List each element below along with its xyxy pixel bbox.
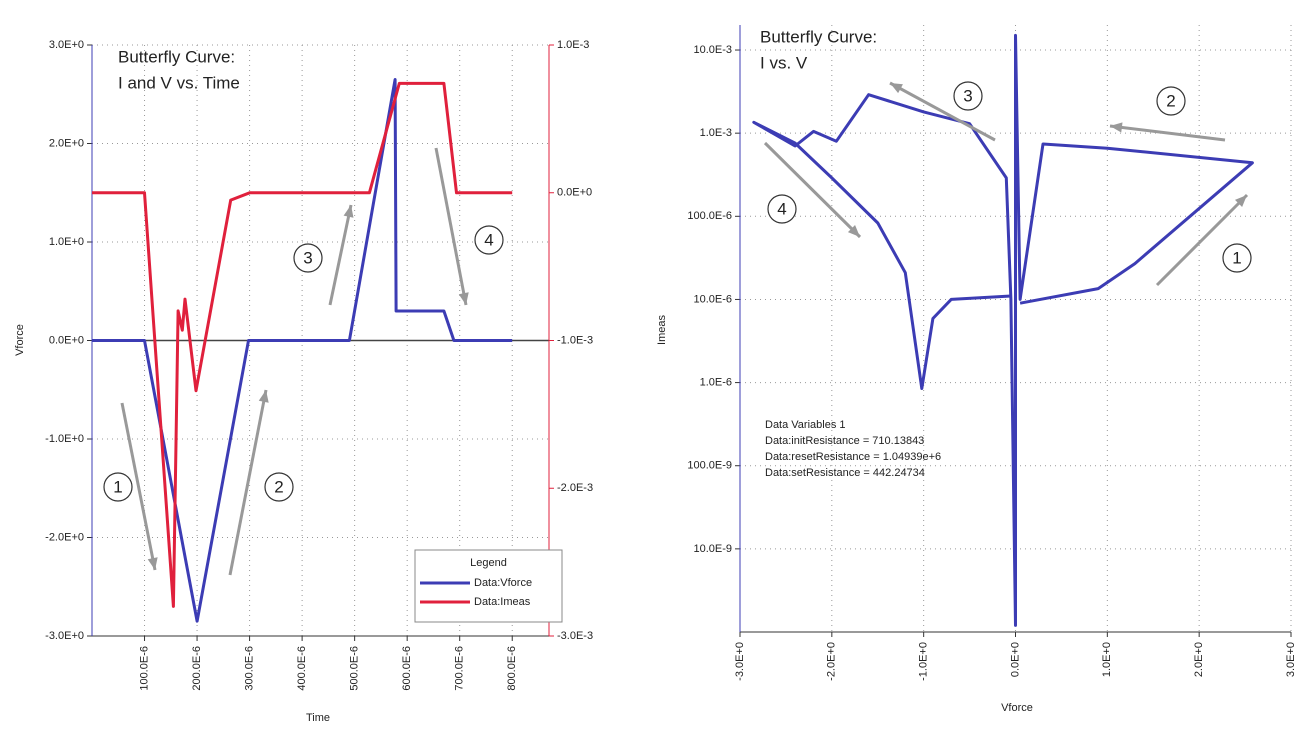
x-tick-label: 500.0E-6 [349, 646, 361, 691]
y-tick-label: 3.0E+0 [49, 39, 84, 51]
arrow-head [890, 83, 903, 94]
y-tick-label: 100.0E-9 [687, 460, 732, 472]
arrow [889, 81, 996, 142]
y-axis-label: Imeas [656, 315, 668, 345]
annotation: 1 [1232, 248, 1241, 267]
x-tick-label: 800.0E-6 [506, 646, 518, 691]
annotation-circle [103, 472, 133, 502]
annotation-circle [474, 225, 504, 255]
arrow [763, 141, 862, 239]
y2-tick-label: -2.0E-3 [557, 482, 593, 494]
y2-tick-label: 0.0E+0 [557, 187, 592, 199]
chart-subtitle: I vs. V [760, 53, 808, 72]
legend-label: Data:Vforce [474, 577, 532, 589]
annotation-circle [264, 472, 294, 502]
x-tick-label: 400.0E-6 [296, 646, 308, 691]
y-tick-label: -1.0E+0 [45, 433, 84, 445]
y-tick-label: -3.0E+0 [45, 630, 84, 642]
x-tick-label: -3.0E+0 [734, 642, 746, 681]
x-tick-label: 1.0E+0 [1101, 642, 1113, 677]
annotation: 4 [777, 199, 786, 218]
arrow-head [847, 224, 860, 237]
x-tick-label: 0.0E+0 [1009, 642, 1021, 677]
y-tick-label: -2.0E+0 [45, 531, 84, 543]
legend-box [414, 549, 563, 623]
legend-label: Data:Imeas [474, 596, 531, 608]
data-line [92, 81, 513, 608]
annotation: 3 [963, 86, 972, 105]
x-tick-label: 200.0E-6 [191, 646, 203, 691]
annotation-circle [767, 194, 797, 224]
arrow-head [258, 390, 269, 403]
legend-title: Legend [470, 557, 507, 569]
y-tick-label: 1.0E-3 [700, 127, 732, 139]
arrow-head [1110, 122, 1123, 133]
arrow [1155, 193, 1249, 287]
annotation-circle [953, 81, 983, 111]
x-tick-label: 600.0E-6 [401, 646, 413, 691]
x-tick-label: 2.0E+0 [1193, 642, 1205, 677]
info-text: Data:initResistance = 710.13843 [765, 435, 924, 447]
arrow [434, 147, 468, 306]
annotation: 2 [274, 477, 283, 496]
y-tick-label: 10.0E-9 [693, 543, 732, 555]
annotation-circle [1156, 86, 1186, 116]
y-axis-label: Vforce [14, 324, 26, 356]
x-tick-label: -1.0E+0 [918, 642, 930, 681]
annotation: 2 [1166, 91, 1175, 110]
annotation-circle [1222, 243, 1252, 273]
chart-subtitle: I and V vs. Time [118, 73, 240, 92]
annotation: 3 [303, 248, 312, 267]
y-tick-label: 10.0E-6 [693, 293, 732, 305]
info-text: Data Variables 1 [765, 419, 846, 431]
info-text: Data:resetResistance = 1.04939e+6 [765, 451, 941, 463]
annotation: 1 [113, 477, 122, 496]
y2-tick-label: -1.0E-3 [557, 334, 593, 346]
y-tick-label: 10.0E-3 [693, 44, 732, 56]
arrow-head [458, 292, 469, 305]
annotation-circle [293, 243, 323, 273]
y-tick-label: 100.0E-6 [687, 210, 732, 222]
x-tick-label: 300.0E-6 [243, 646, 255, 691]
x-tick-label: 3.0E+0 [1285, 642, 1297, 677]
y-tick-label: 0.0E+0 [49, 334, 84, 346]
arrow [1109, 124, 1226, 142]
x-tick-label: -2.0E+0 [826, 642, 838, 681]
chart-title: Butterfly Curve: [118, 47, 235, 66]
arrow [228, 389, 268, 576]
x-axis-label: Time [306, 712, 330, 724]
arrow [120, 402, 157, 571]
x-axis-label: Vforce [1001, 702, 1033, 714]
annotation: 4 [484, 230, 493, 249]
x-tick-label: 700.0E-6 [454, 646, 466, 691]
y-tick-label: 1.0E-6 [700, 376, 732, 388]
info-text: Data:setResistance = 442.24734 [765, 467, 925, 479]
arrow-head [343, 205, 354, 218]
y-tick-label: 2.0E+0 [49, 137, 84, 149]
y2-tick-label: 1.0E-3 [557, 39, 589, 51]
data-line [752, 33, 1254, 627]
y-tick-label: 1.0E+0 [49, 236, 84, 248]
data-line [92, 78, 513, 623]
y2-tick-label: -3.0E-3 [557, 630, 593, 642]
arrow-head [1234, 195, 1247, 208]
x-tick-label: 100.0E-6 [138, 646, 150, 691]
chart-title: Butterfly Curve: [760, 27, 877, 46]
arrow [328, 204, 353, 306]
arrow-head [147, 557, 158, 570]
